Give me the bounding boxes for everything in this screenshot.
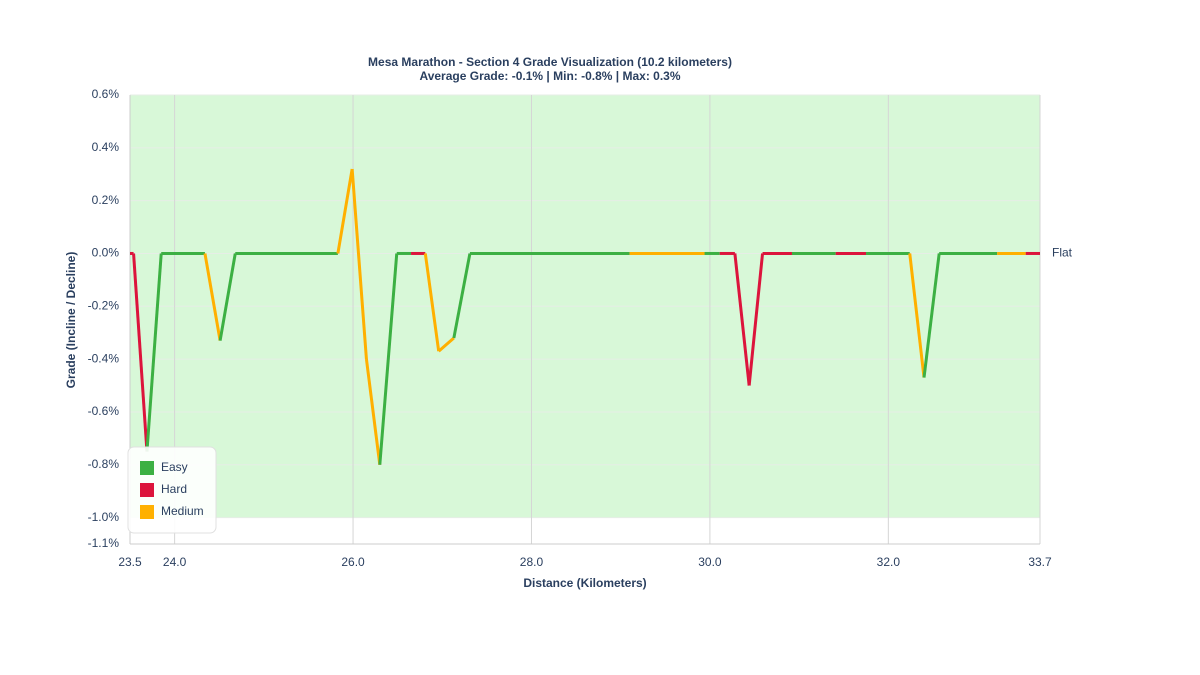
x-tick-label: 33.7	[1028, 555, 1052, 569]
grade-segment	[922, 253, 941, 378]
annotation: Flat	[1052, 246, 1073, 260]
x-tick-label: 23.5	[118, 555, 142, 569]
y-tick-label: -1.0%	[88, 510, 120, 524]
grade-segment	[908, 253, 926, 378]
grade-segment	[336, 168, 354, 254]
grade-segment	[437, 336, 455, 353]
grade-segment	[218, 253, 237, 341]
grade-segment	[378, 253, 399, 465]
x-tick-label: 24.0	[163, 555, 187, 569]
x-axis-title: Distance (Kilometers)	[523, 576, 646, 590]
chart-title: Mesa Marathon - Section 4 Grade Visualiz…	[368, 55, 732, 69]
y-tick-label: -0.2%	[88, 298, 120, 312]
y-tick-label: 0.4%	[92, 140, 120, 154]
chart-subtitle: Average Grade: -0.1% | Min: -0.8% | Max:…	[419, 69, 680, 83]
y-tick-label: -1.1%	[88, 536, 120, 550]
grade-segment	[364, 358, 382, 465]
x-tick-label: 26.0	[341, 555, 365, 569]
legend: Easy Hard Medium	[127, 446, 217, 534]
x-tick-label: 32.0	[877, 555, 901, 569]
legend-swatch	[140, 483, 154, 497]
y-tick-label: -0.4%	[88, 351, 120, 365]
legend-swatch	[140, 461, 154, 475]
grade-segment	[452, 253, 472, 339]
x-tick-label: 30.0	[698, 555, 722, 569]
y-tick-label: 0.2%	[92, 193, 120, 207]
y-tick-label: 0.6%	[92, 87, 120, 101]
grade-segment	[203, 253, 222, 341]
x-tick-label: 28.0	[520, 555, 544, 569]
legend-label: Medium	[161, 504, 204, 518]
legend-label: Hard	[161, 482, 187, 496]
grade-segment	[423, 253, 441, 352]
grade-segment	[132, 253, 149, 452]
y-tick-label: -0.8%	[88, 457, 120, 471]
y-tick-label: 0.0%	[92, 246, 120, 260]
grade-segment	[145, 253, 163, 452]
y-axis-title: Grade (Incline / Decline)	[64, 252, 78, 389]
legend-label: Easy	[161, 460, 188, 474]
legend-swatch	[140, 505, 154, 519]
grade-segment	[747, 253, 765, 386]
grade-segment	[733, 253, 751, 386]
y-tick-label: -0.6%	[88, 404, 120, 418]
grade-segment	[350, 168, 368, 360]
